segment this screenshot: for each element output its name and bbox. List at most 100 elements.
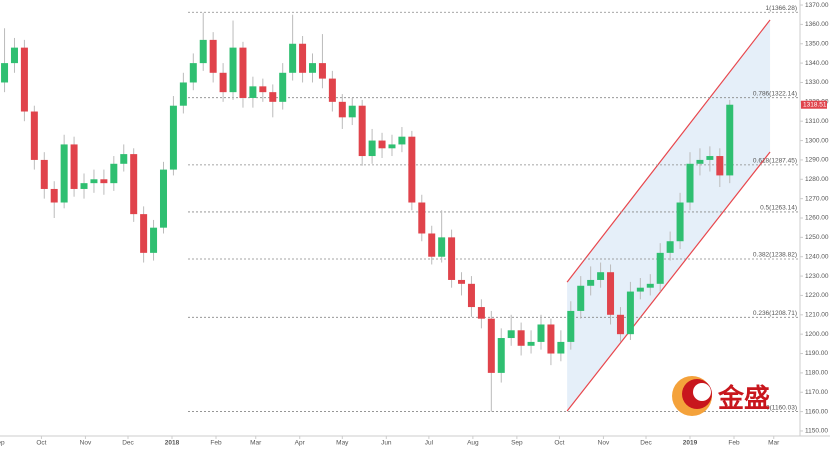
candle-body (626, 291, 634, 335)
x-tick-label: Mar (250, 440, 262, 447)
candle-body (557, 341, 565, 354)
y-tick-label: 1310.00 (805, 118, 829, 125)
y-tick-label: 1260.00 (805, 215, 829, 222)
candle-body (249, 86, 257, 98)
candle-body (150, 227, 158, 253)
channel-line (566, 19, 771, 283)
candle-body (100, 179, 108, 184)
y-tick-label: 1230.00 (805, 273, 829, 280)
candle-body (299, 43, 307, 73)
candle-body (726, 104, 734, 176)
candle-body (309, 63, 317, 73)
candle-body (189, 63, 197, 83)
candle-body (388, 144, 396, 149)
candle-body (587, 279, 595, 286)
y-tick-label: 1190.00 (805, 350, 828, 357)
candle-body (408, 136, 416, 203)
x-tick-label: 2018 (165, 440, 180, 447)
candle-body (547, 324, 555, 354)
candle-body (1, 63, 9, 83)
fib-label: 0.786(1322.14) (753, 90, 797, 97)
channel-fill (567, 19, 771, 412)
candle-body (368, 140, 376, 157)
fib-label: 0.5(1263.14) (760, 205, 797, 212)
candle-body (159, 169, 167, 228)
candle-body (398, 136, 406, 145)
candle-body (537, 324, 545, 342)
y-tick-label: 1160.00 (805, 408, 828, 415)
candle-body (10, 47, 18, 64)
candle-body (438, 237, 446, 257)
candle-body (20, 47, 28, 112)
y-tick-label: 1340.00 (805, 60, 829, 67)
x-tick-label: Oct (36, 440, 46, 447)
candle-body (507, 330, 515, 339)
candle-body (140, 214, 148, 253)
x-tick-label: Mar (768, 440, 780, 447)
y-tick-label: 1200.00 (805, 331, 829, 338)
y-tick-label: 1220.00 (805, 292, 829, 299)
candle-body (318, 63, 326, 79)
x-tick-label: Aug (467, 440, 479, 447)
x-tick-label: Sep (0, 440, 5, 447)
candle-body (607, 272, 615, 315)
y-tick-label: 1170.00 (805, 389, 828, 396)
candle-body (328, 78, 336, 102)
candle-body (527, 341, 535, 346)
y-tick-label: 1210.00 (805, 312, 829, 319)
candle-body (259, 86, 267, 93)
fib-label: 1(1366.28) (766, 5, 797, 12)
y-tick-label: 1150.00 (805, 428, 828, 435)
y-tick-label: 1370.00 (805, 2, 829, 9)
candle-body (428, 233, 436, 257)
candle-body (716, 156, 724, 176)
candle-body (338, 101, 346, 118)
candle-body (80, 183, 88, 189)
x-tick-label: Dec (640, 440, 652, 447)
candle-body (179, 82, 187, 106)
candle-body (120, 154, 128, 164)
x-tick-label: Nov (80, 440, 92, 447)
candle-body (70, 144, 78, 189)
x-tick-label: Sep (511, 440, 523, 447)
x-tick-label: Oct (554, 440, 564, 447)
fib-label: 0(1160.03) (766, 404, 797, 411)
last-price-tag (801, 100, 827, 109)
candle-body (636, 287, 644, 292)
candle-body (269, 92, 277, 102)
candle-body (706, 156, 714, 160)
candle-body (597, 272, 605, 280)
candle-body (348, 105, 356, 118)
candle-body (666, 241, 674, 253)
candle-body (577, 285, 585, 311)
candle-body (497, 338, 505, 373)
candle-body (467, 283, 475, 308)
candle-body (40, 159, 48, 189)
candle-body (30, 111, 38, 160)
candle-body (686, 163, 694, 203)
logo-text: 金盛 (717, 383, 770, 413)
x-tick-label: 2019 (683, 440, 698, 447)
logo-circle-core (693, 383, 711, 401)
fib-label: 0.382(1238.82) (753, 252, 797, 259)
candle-body (130, 154, 138, 215)
candle-body (358, 105, 366, 157)
candle-body (517, 330, 525, 346)
x-tick-label: Jul (425, 440, 434, 447)
candle-body (90, 179, 98, 184)
candle-body (169, 105, 177, 170)
candle-body (676, 202, 684, 242)
candle-body (448, 237, 456, 280)
y-tick-label: 1300.00 (805, 137, 829, 144)
y-tick-label: 1240.00 (805, 253, 829, 260)
x-tick-label: Jun (381, 440, 392, 447)
x-tick-label: May (336, 440, 349, 447)
y-tick-label: 1280.00 (805, 176, 829, 183)
candle-body (199, 39, 207, 64)
y-tick-label: 1350.00 (805, 40, 829, 47)
candle-body (289, 43, 297, 73)
watermark: 金盛 (672, 376, 770, 416)
y-tick-label: 1330.00 (805, 79, 829, 86)
